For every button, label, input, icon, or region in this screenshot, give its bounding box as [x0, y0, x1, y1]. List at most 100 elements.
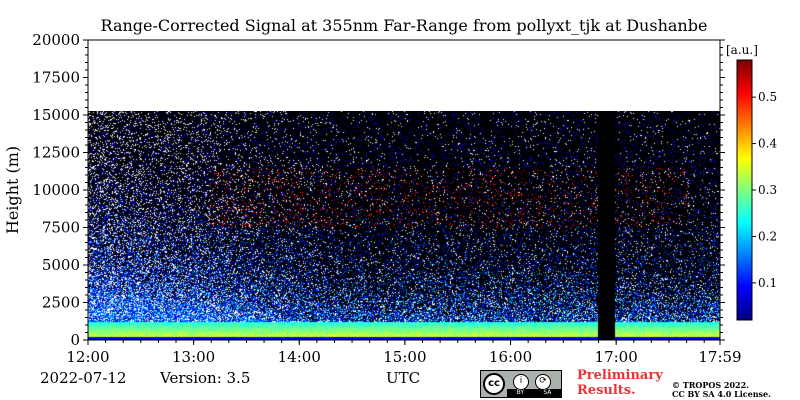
- colorbar-segment: [737, 68, 752, 72]
- colorbar-segment: [737, 148, 752, 152]
- cc-icon: cc: [483, 373, 505, 395]
- colorbar-segment: [737, 109, 752, 113]
- colorbar-segment: [737, 244, 752, 247]
- colorbar-segment: [737, 164, 752, 167]
- x-tick-label: 14:00: [278, 348, 321, 366]
- colorbar-tick-label: 0.4: [758, 137, 777, 151]
- colorbar-segment: [737, 105, 752, 109]
- colorbar-segment: [737, 285, 752, 288]
- colorbar-segment: [737, 257, 752, 260]
- copyright-note: © TROPOS 2022. CC BY SA 4.0 License.: [672, 380, 771, 399]
- x-tick-label: 13:00: [172, 348, 215, 366]
- x-tick-label: 15:00: [383, 348, 426, 366]
- colorbar-segment: [737, 153, 752, 156]
- colorbar-segment: [737, 248, 752, 252]
- colorbar-segment: [737, 116, 752, 119]
- colorbar-segment: [737, 196, 752, 200]
- colorbar-segment: [737, 289, 752, 293]
- colorbar-tick-label: 0.5: [758, 90, 777, 104]
- colorbar-segment: [737, 157, 752, 161]
- colorbar-segment: [737, 294, 752, 297]
- colorbar-segment: [737, 242, 752, 245]
- colorbar-segment: [737, 192, 752, 195]
- colorbar-segment: [737, 198, 752, 202]
- colorbar-segment: [737, 300, 752, 304]
- colorbar-segment: [737, 170, 752, 174]
- x-tick-label: 17:00: [595, 348, 638, 366]
- colorbar-segment: [737, 203, 752, 206]
- colorbar-tick-label: 0.3: [758, 183, 777, 197]
- colorbar-segment: [737, 73, 752, 76]
- colorbar-segment: [737, 151, 752, 154]
- cc-license-badge: cc i ⟳ BY SA: [480, 370, 562, 398]
- colorbar-segment: [737, 135, 752, 139]
- footer-date: 2022-07-12: [40, 369, 127, 387]
- colorbar-segment: [737, 302, 752, 306]
- colorbar-segment: [737, 159, 752, 163]
- license-strip: BY SA: [507, 389, 561, 397]
- colorbar-segment: [737, 120, 752, 124]
- colorbar-segment: [737, 129, 752, 132]
- colorbar-segment: [737, 179, 752, 182]
- x-tick-label: 17:59: [698, 348, 741, 366]
- colorbar-segment: [737, 161, 752, 165]
- colorbar-segment: [737, 200, 752, 204]
- colorbar-segment: [737, 261, 752, 265]
- colorbar-segment: [737, 107, 752, 111]
- colorbar-segment: [737, 114, 752, 117]
- colorbar-segment: [737, 237, 752, 241]
- colorbar-segment: [737, 133, 752, 137]
- colorbar-segment: [737, 246, 752, 249]
- colorbar-segment: [737, 255, 752, 258]
- colorbar-segment: [737, 233, 752, 236]
- colorbar-segment: [737, 304, 752, 308]
- colorbar-segment: [737, 263, 752, 267]
- colorbar-segment: [737, 103, 752, 106]
- colorbar-segment: [737, 166, 752, 169]
- x-tick-label: 12:00: [66, 348, 109, 366]
- colorbar-tick-label: 0.1: [758, 276, 777, 290]
- colorbar-segment: [737, 101, 752, 104]
- colorbar-segment: [737, 259, 752, 262]
- colorbar-segment: [737, 220, 752, 223]
- colorbar-segment: [737, 131, 752, 135]
- colorbar-segment: [737, 64, 752, 67]
- by-icon: i: [513, 374, 529, 390]
- colorbar-segment: [737, 278, 752, 282]
- colorbar-segment: [737, 144, 752, 148]
- y-tick-label: 15000: [32, 106, 80, 124]
- colorbar-segment: [737, 88, 752, 91]
- colorbar-segment: [737, 194, 752, 197]
- colorbar-segment: [737, 265, 752, 269]
- y-axis-label: Height (m): [3, 146, 22, 234]
- colorbar-segment: [737, 287, 752, 291]
- axes-layer: 0 2500 5000 7500 10000 12500 15000 17500 20000 He…: [3, 31, 742, 366]
- y-tick-label: 0: [70, 331, 80, 349]
- colorbar-segment: [737, 272, 752, 275]
- colorbar-segment: [737, 90, 752, 93]
- colorbar-segment: [737, 307, 752, 310]
- colorbar-segment: [737, 274, 752, 278]
- y-tick-label: 12500: [32, 144, 80, 162]
- colorbar-segment: [737, 317, 752, 321]
- y-tick-label: 5000: [42, 256, 80, 274]
- colorbar-segment: [737, 125, 752, 128]
- colorbar-segment: [737, 296, 752, 299]
- colorbar-segment: [737, 142, 752, 145]
- colorbar-segment: [737, 146, 752, 150]
- colorbar-segment: [737, 250, 752, 254]
- license-sa: SA: [543, 389, 552, 396]
- footer-version: Version: 3.5: [160, 369, 251, 387]
- colorbar-segment: [737, 268, 752, 271]
- x-tick-label: 16:00: [489, 348, 532, 366]
- footer-timezone: UTC: [386, 369, 421, 387]
- colorbar-tick-label: 0.2: [758, 229, 777, 243]
- colorbar-segment: [737, 218, 752, 221]
- colorbar-segment: [737, 270, 752, 273]
- colorbar-segment: [737, 172, 752, 176]
- colorbar-segment: [737, 291, 752, 295]
- heatmap-layer: [88, 111, 720, 340]
- colorbar-segment: [737, 77, 752, 80]
- colorbar-segment: [737, 283, 752, 286]
- colorbar-segment: [737, 122, 752, 126]
